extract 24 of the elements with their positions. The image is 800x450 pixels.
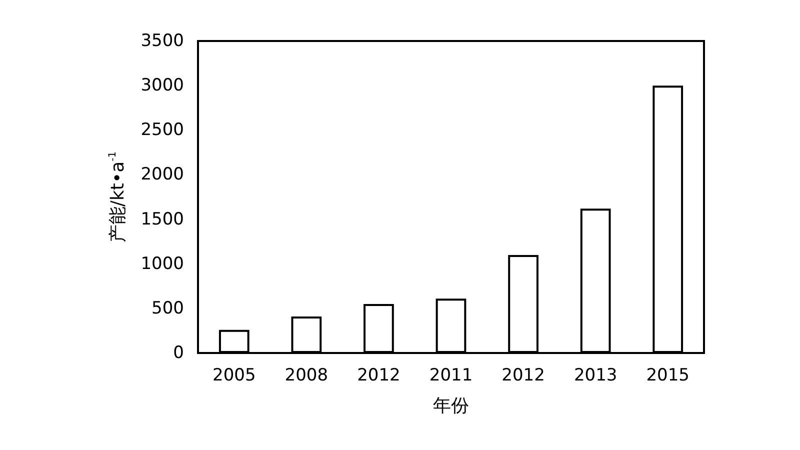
y-tick-label: 3000 xyxy=(140,76,184,96)
x-tick-label: 2012 xyxy=(357,366,400,386)
x-tick-label: 2005 xyxy=(212,366,256,386)
y-tick-label: 0 xyxy=(173,343,184,363)
x-tick-label: 2012 xyxy=(502,366,545,386)
y-tick-label: 2000 xyxy=(140,164,184,185)
x-axis-title: 年份 xyxy=(433,396,469,416)
x-tick-label: 2013 xyxy=(574,366,618,386)
bar xyxy=(508,254,538,353)
bar xyxy=(291,316,322,353)
bar xyxy=(652,86,684,353)
y-tick-label: 1500 xyxy=(140,209,184,230)
y-tick-label: 500 xyxy=(152,298,184,318)
y-axis-title: 产能/kt•a-1 xyxy=(108,151,128,243)
y-tick-label: 2500 xyxy=(140,120,184,140)
y-tick-label: 3500 xyxy=(140,31,184,51)
y-tick-label: 1000 xyxy=(140,254,184,274)
bar xyxy=(580,208,611,353)
x-tick-label: 2015 xyxy=(646,366,690,386)
x-tick-label: 2008 xyxy=(284,366,328,386)
bar xyxy=(364,304,394,353)
bar xyxy=(436,298,466,353)
bar xyxy=(218,330,250,353)
x-tick-label: 2011 xyxy=(429,366,473,386)
